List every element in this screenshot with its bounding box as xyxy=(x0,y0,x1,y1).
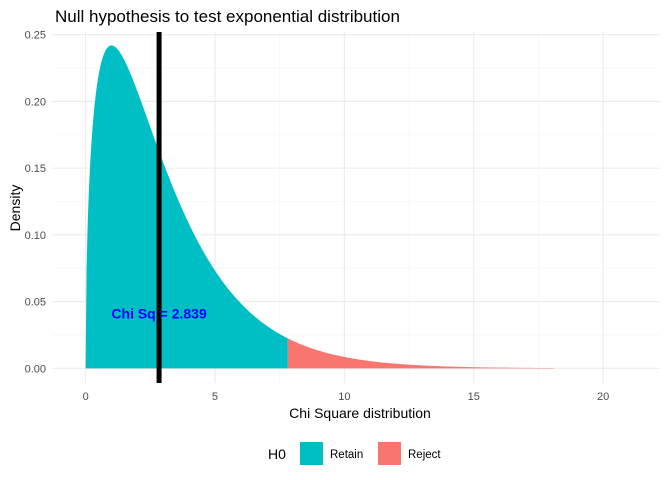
area-retain xyxy=(85,45,288,369)
x-axis-label: Chi Square distribution xyxy=(289,405,431,421)
x-axis-ticks: 0 5 10 15 20 xyxy=(83,391,610,403)
area-reject xyxy=(287,338,554,369)
x-tick-label: 0 xyxy=(83,391,89,403)
density-areas xyxy=(85,45,554,369)
x-tick-label: 15 xyxy=(468,391,480,403)
legend: H0 Retain Reject xyxy=(268,442,441,465)
y-tick-label: 0.00 xyxy=(25,363,46,375)
legend-label-reject: Reject xyxy=(408,449,441,461)
y-axis-ticks: 0.00 0.05 0.10 0.15 0.20 0.25 xyxy=(25,30,46,376)
legend-label-retain: Retain xyxy=(330,449,363,461)
annotation-label: Chi Sq = 2.839 xyxy=(111,306,207,322)
x-tick-label: 10 xyxy=(338,391,350,403)
x-tick-label: 5 xyxy=(212,391,218,403)
legend-swatch-reject xyxy=(378,442,401,465)
y-tick-label: 0.20 xyxy=(25,96,46,108)
annotation-group: Chi Sq = 2.839 xyxy=(111,306,207,322)
y-axis-label: Density xyxy=(7,185,23,232)
major-gridlines xyxy=(52,32,660,383)
y-tick-label: 0.15 xyxy=(25,163,46,175)
y-tick-label: 0.05 xyxy=(25,297,46,309)
chart-title: Null hypothesis to test exponential dist… xyxy=(55,7,400,26)
y-tick-label: 0.25 xyxy=(25,30,46,42)
legend-title: H0 xyxy=(268,446,286,462)
legend-swatch-retain xyxy=(300,442,323,465)
y-tick-label: 0.10 xyxy=(25,230,46,242)
x-tick-label: 20 xyxy=(597,391,609,403)
